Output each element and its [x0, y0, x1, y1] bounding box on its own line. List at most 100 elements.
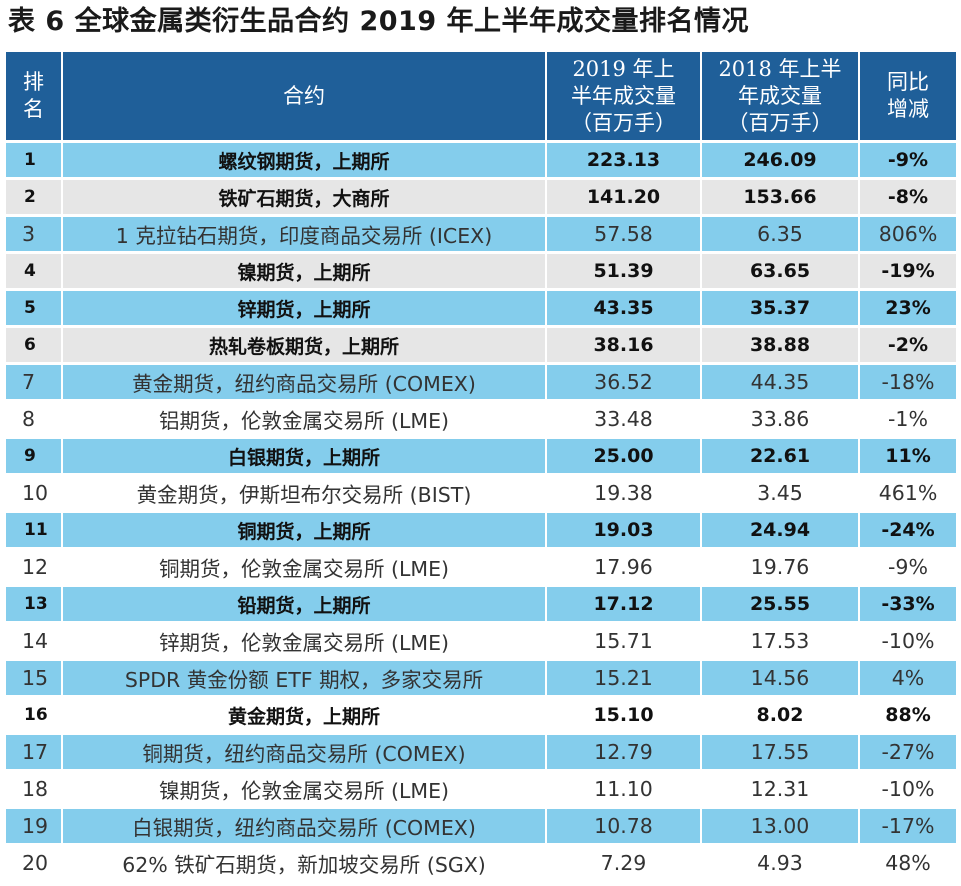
header-volume-2019: 2019 年上 半年成交量 （百万手） [546, 52, 701, 142]
volume-2018-cell: 153.66 [701, 179, 859, 216]
volume-2019-cell: 57.58 [546, 216, 701, 253]
volume-2019-cell: 223.13 [546, 142, 701, 179]
contract-cell: 热轧卷板期货，上期所 [62, 327, 546, 364]
rank-cell: 3 [6, 216, 62, 253]
rank-cell: 11 [6, 512, 62, 549]
ranking-table: 排名 合约 2019 年上 半年成交量 （百万手） 2018 年上半 年成交量 （百万手… [6, 52, 956, 883]
change-cell: 11% [859, 438, 956, 475]
volume-2019-cell: 10.78 [546, 808, 701, 845]
volume-2018-cell: 6.35 [701, 216, 859, 253]
volume-2018-cell: 38.88 [701, 327, 859, 364]
rank-cell: 8 [6, 401, 62, 438]
table-row: 14 锌期货，伦敦金属交易所 (LME) 15.71 17.53 -10% [6, 623, 956, 660]
rank-cell: 12 [6, 549, 62, 586]
table-row: 10 黄金期货，伊斯坦布尔交易所 (BIST) 19.38 3.45 461% [6, 475, 956, 512]
table-row: 2 铁矿石期货，大商所 141.20 153.66 -8% [6, 179, 956, 216]
rank-cell: 14 [6, 623, 62, 660]
change-cell: -27% [859, 734, 956, 771]
change-cell: 4% [859, 660, 956, 697]
volume-2019-cell: 51.39 [546, 253, 701, 290]
header-contract: 合约 [62, 52, 546, 142]
table-row: 9 白银期货，上期所 25.00 22.61 11% [6, 438, 956, 475]
table-row: 8 铝期货，伦敦金属交易所 (LME) 33.48 33.86 -1% [6, 401, 956, 438]
rank-cell: 20 [6, 845, 62, 882]
contract-cell: 黄金期货，纽约商品交易所 (COMEX) [62, 364, 546, 401]
change-cell: -10% [859, 771, 956, 808]
rank-cell: 18 [6, 771, 62, 808]
table-row: 7 黄金期货，纽约商品交易所 (COMEX) 36.52 44.35 -18% [6, 364, 956, 401]
volume-2019-cell: 11.10 [546, 771, 701, 808]
change-cell: 88% [859, 697, 956, 734]
contract-cell: 铝期货，伦敦金属交易所 (LME) [62, 401, 546, 438]
volume-2019-cell: 25.00 [546, 438, 701, 475]
contract-cell: 镍期货，上期所 [62, 253, 546, 290]
change-cell: 461% [859, 475, 956, 512]
change-cell: 48% [859, 845, 956, 882]
rank-cell: 2 [6, 179, 62, 216]
table-title: 表 6 全球金属类衍生品合约 2019 年上半年成交量排名情况 [8, 4, 749, 40]
change-cell: 23% [859, 290, 956, 327]
table-row: 5 锌期货，上期所 43.35 35.37 23% [6, 290, 956, 327]
table-row: 13 铅期货，上期所 17.12 25.55 -33% [6, 586, 956, 623]
volume-2018-cell: 33.86 [701, 401, 859, 438]
volume-2019-cell: 33.48 [546, 401, 701, 438]
change-cell: -24% [859, 512, 956, 549]
volume-2019-cell: 17.96 [546, 549, 701, 586]
volume-2019-cell: 15.10 [546, 697, 701, 734]
volume-2018-cell: 25.55 [701, 586, 859, 623]
table-body: 1 螺纹钢期货，上期所 223.13 246.09 -9% 2 铁矿石期货，大商所 141.2… [6, 142, 956, 882]
volume-2019-cell: 19.03 [546, 512, 701, 549]
volume-2018-cell: 35.37 [701, 290, 859, 327]
contract-cell: 铜期货，上期所 [62, 512, 546, 549]
change-cell: -19% [859, 253, 956, 290]
table-row: 4 镍期货，上期所 51.39 63.65 -19% [6, 253, 956, 290]
volume-2018-cell: 44.35 [701, 364, 859, 401]
volume-2018-cell: 246.09 [701, 142, 859, 179]
change-cell: -8% [859, 179, 956, 216]
header-row: 排名 合约 2019 年上 半年成交量 （百万手） 2018 年上半 年成交量 （百万手… [6, 52, 956, 142]
contract-cell: 黄金期货，伊斯坦布尔交易所 (BIST) [62, 475, 546, 512]
rank-cell: 15 [6, 660, 62, 697]
change-cell: -10% [859, 623, 956, 660]
rank-cell: 9 [6, 438, 62, 475]
table-row: 1 螺纹钢期货，上期所 223.13 246.09 -9% [6, 142, 956, 179]
table-row: 18 镍期货，伦敦金属交易所 (LME) 11.10 12.31 -10% [6, 771, 956, 808]
contract-cell: 1 克拉钻石期货，印度商品交易所 (ICEX) [62, 216, 546, 253]
volume-2018-cell: 17.55 [701, 734, 859, 771]
rank-cell: 19 [6, 808, 62, 845]
volume-2018-cell: 3.45 [701, 475, 859, 512]
volume-2019-cell: 15.71 [546, 623, 701, 660]
rank-cell: 13 [6, 586, 62, 623]
rank-cell: 6 [6, 327, 62, 364]
change-cell: -17% [859, 808, 956, 845]
rank-cell: 10 [6, 475, 62, 512]
volume-2019-cell: 17.12 [546, 586, 701, 623]
header-change: 同比 增减 [859, 52, 956, 142]
volume-2018-cell: 22.61 [701, 438, 859, 475]
rank-cell: 16 [6, 697, 62, 734]
rank-cell: 4 [6, 253, 62, 290]
contract-cell: 锌期货，上期所 [62, 290, 546, 327]
volume-2019-cell: 7.29 [546, 845, 701, 882]
contract-cell: 62% 铁矿石期货，新加坡交易所 (SGX) [62, 845, 546, 882]
volume-2019-cell: 43.35 [546, 290, 701, 327]
volume-2018-cell: 12.31 [701, 771, 859, 808]
contract-cell: 螺纹钢期货，上期所 [62, 142, 546, 179]
volume-2019-cell: 12.79 [546, 734, 701, 771]
contract-cell: SPDR 黄金份额 ETF 期权，多家交易所 [62, 660, 546, 697]
table-row: 12 铜期货，伦敦金属交易所 (LME) 17.96 19.76 -9% [6, 549, 956, 586]
volume-2018-cell: 13.00 [701, 808, 859, 845]
contract-cell: 黄金期货，上期所 [62, 697, 546, 734]
volume-2019-cell: 15.21 [546, 660, 701, 697]
header-volume-2018: 2018 年上半 年成交量 （百万手） [701, 52, 859, 142]
volume-2019-cell: 36.52 [546, 364, 701, 401]
table-row: 11 铜期货，上期所 19.03 24.94 -24% [6, 512, 956, 549]
header-rank: 排名 [6, 52, 62, 142]
contract-cell: 铜期货，伦敦金属交易所 (LME) [62, 549, 546, 586]
volume-2018-cell: 24.94 [701, 512, 859, 549]
change-cell: 806% [859, 216, 956, 253]
contract-cell: 白银期货，纽约商品交易所 (COMEX) [62, 808, 546, 845]
table-row: 19 白银期货，纽约商品交易所 (COMEX) 10.78 13.00 -17% [6, 808, 956, 845]
rank-cell: 5 [6, 290, 62, 327]
